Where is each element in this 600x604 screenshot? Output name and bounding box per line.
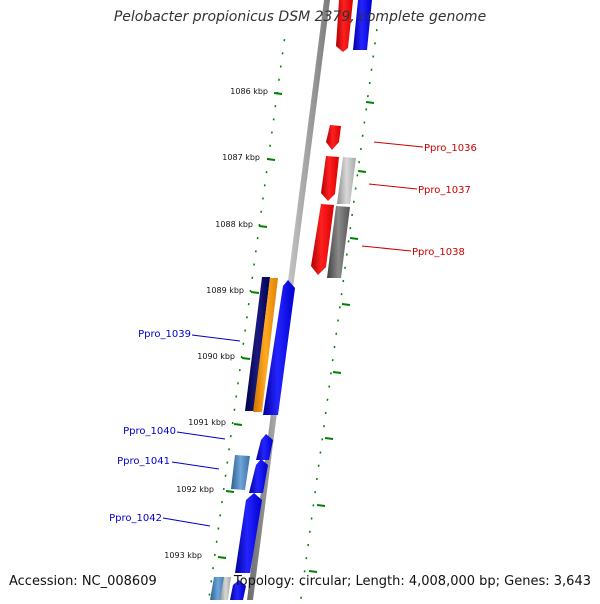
major-tick [342,304,350,305]
kbp-label: 1091 kbp [188,418,226,427]
major-tick [325,438,333,439]
gene-arrow-ppro-1041-steel[interactable] [231,455,250,490]
kbp-label: 1093 kbp [164,551,202,560]
major-tick [267,159,275,160]
gene-label-ppro-1037[interactable]: Ppro_1037 [418,185,471,196]
major-tick [242,358,250,359]
gene-block-top-red[interactable] [336,0,353,52]
major-tick [350,238,358,239]
gene-arrow-ppro-1037-a[interactable] [321,156,339,201]
kbp-label: 1087 kbp [222,153,260,162]
major-tick [358,171,366,172]
gene-label-ppro-1040[interactable]: Ppro_1040 [123,426,176,437]
major-tick [366,102,374,103]
kbp-label: 1088 kbp [215,220,253,229]
leader-line [172,462,219,469]
leader-line [369,184,417,189]
gene-label-ppro-1042[interactable]: Ppro_1042 [109,513,162,524]
gene-label-ppro-1041[interactable]: Ppro_1041 [117,456,170,467]
accession-text: Accession: NC_008609 [9,574,157,589]
leader-line [192,335,240,341]
major-tick [274,93,282,94]
gene-arrow-ppro-1036[interactable] [326,125,341,150]
major-tick [251,292,259,293]
major-tick [309,571,317,572]
leader-line [374,142,423,147]
major-tick [234,424,242,425]
major-tick [259,226,267,227]
genome-summary-text: Topology: circular; Length: 4,008,000 bp… [234,574,591,589]
gene-leader-lines [163,142,423,526]
gene-block-top-blue[interactable] [353,0,372,50]
leader-line [362,246,411,251]
gene-label-ppro-1038[interactable]: Ppro_1038 [412,247,465,258]
gene-label-ppro-1036[interactable]: Ppro_1036 [424,143,477,154]
kbp-label: 1089 kbp [206,286,244,295]
major-tick [317,505,325,506]
gene-arrow-ppro-1037-b[interactable] [337,157,356,204]
leader-line [163,518,210,526]
major-tick [218,557,226,558]
genome-title: Pelobacter propionicus DSM 2379, complet… [0,9,600,25]
kbp-label: 1090 kbp [197,352,235,361]
gene-labels: Ppro_1036 Ppro_1037 Ppro_1038 Ppro_1039 … [109,143,477,524]
gene-label-ppro-1039[interactable]: Ppro_1039 [138,329,191,340]
kbp-label: 1092 kbp [176,485,214,494]
major-tick [333,372,341,373]
major-tick [226,491,234,492]
kbp-label: 1086 kbp [230,87,268,96]
leader-line [177,432,225,439]
